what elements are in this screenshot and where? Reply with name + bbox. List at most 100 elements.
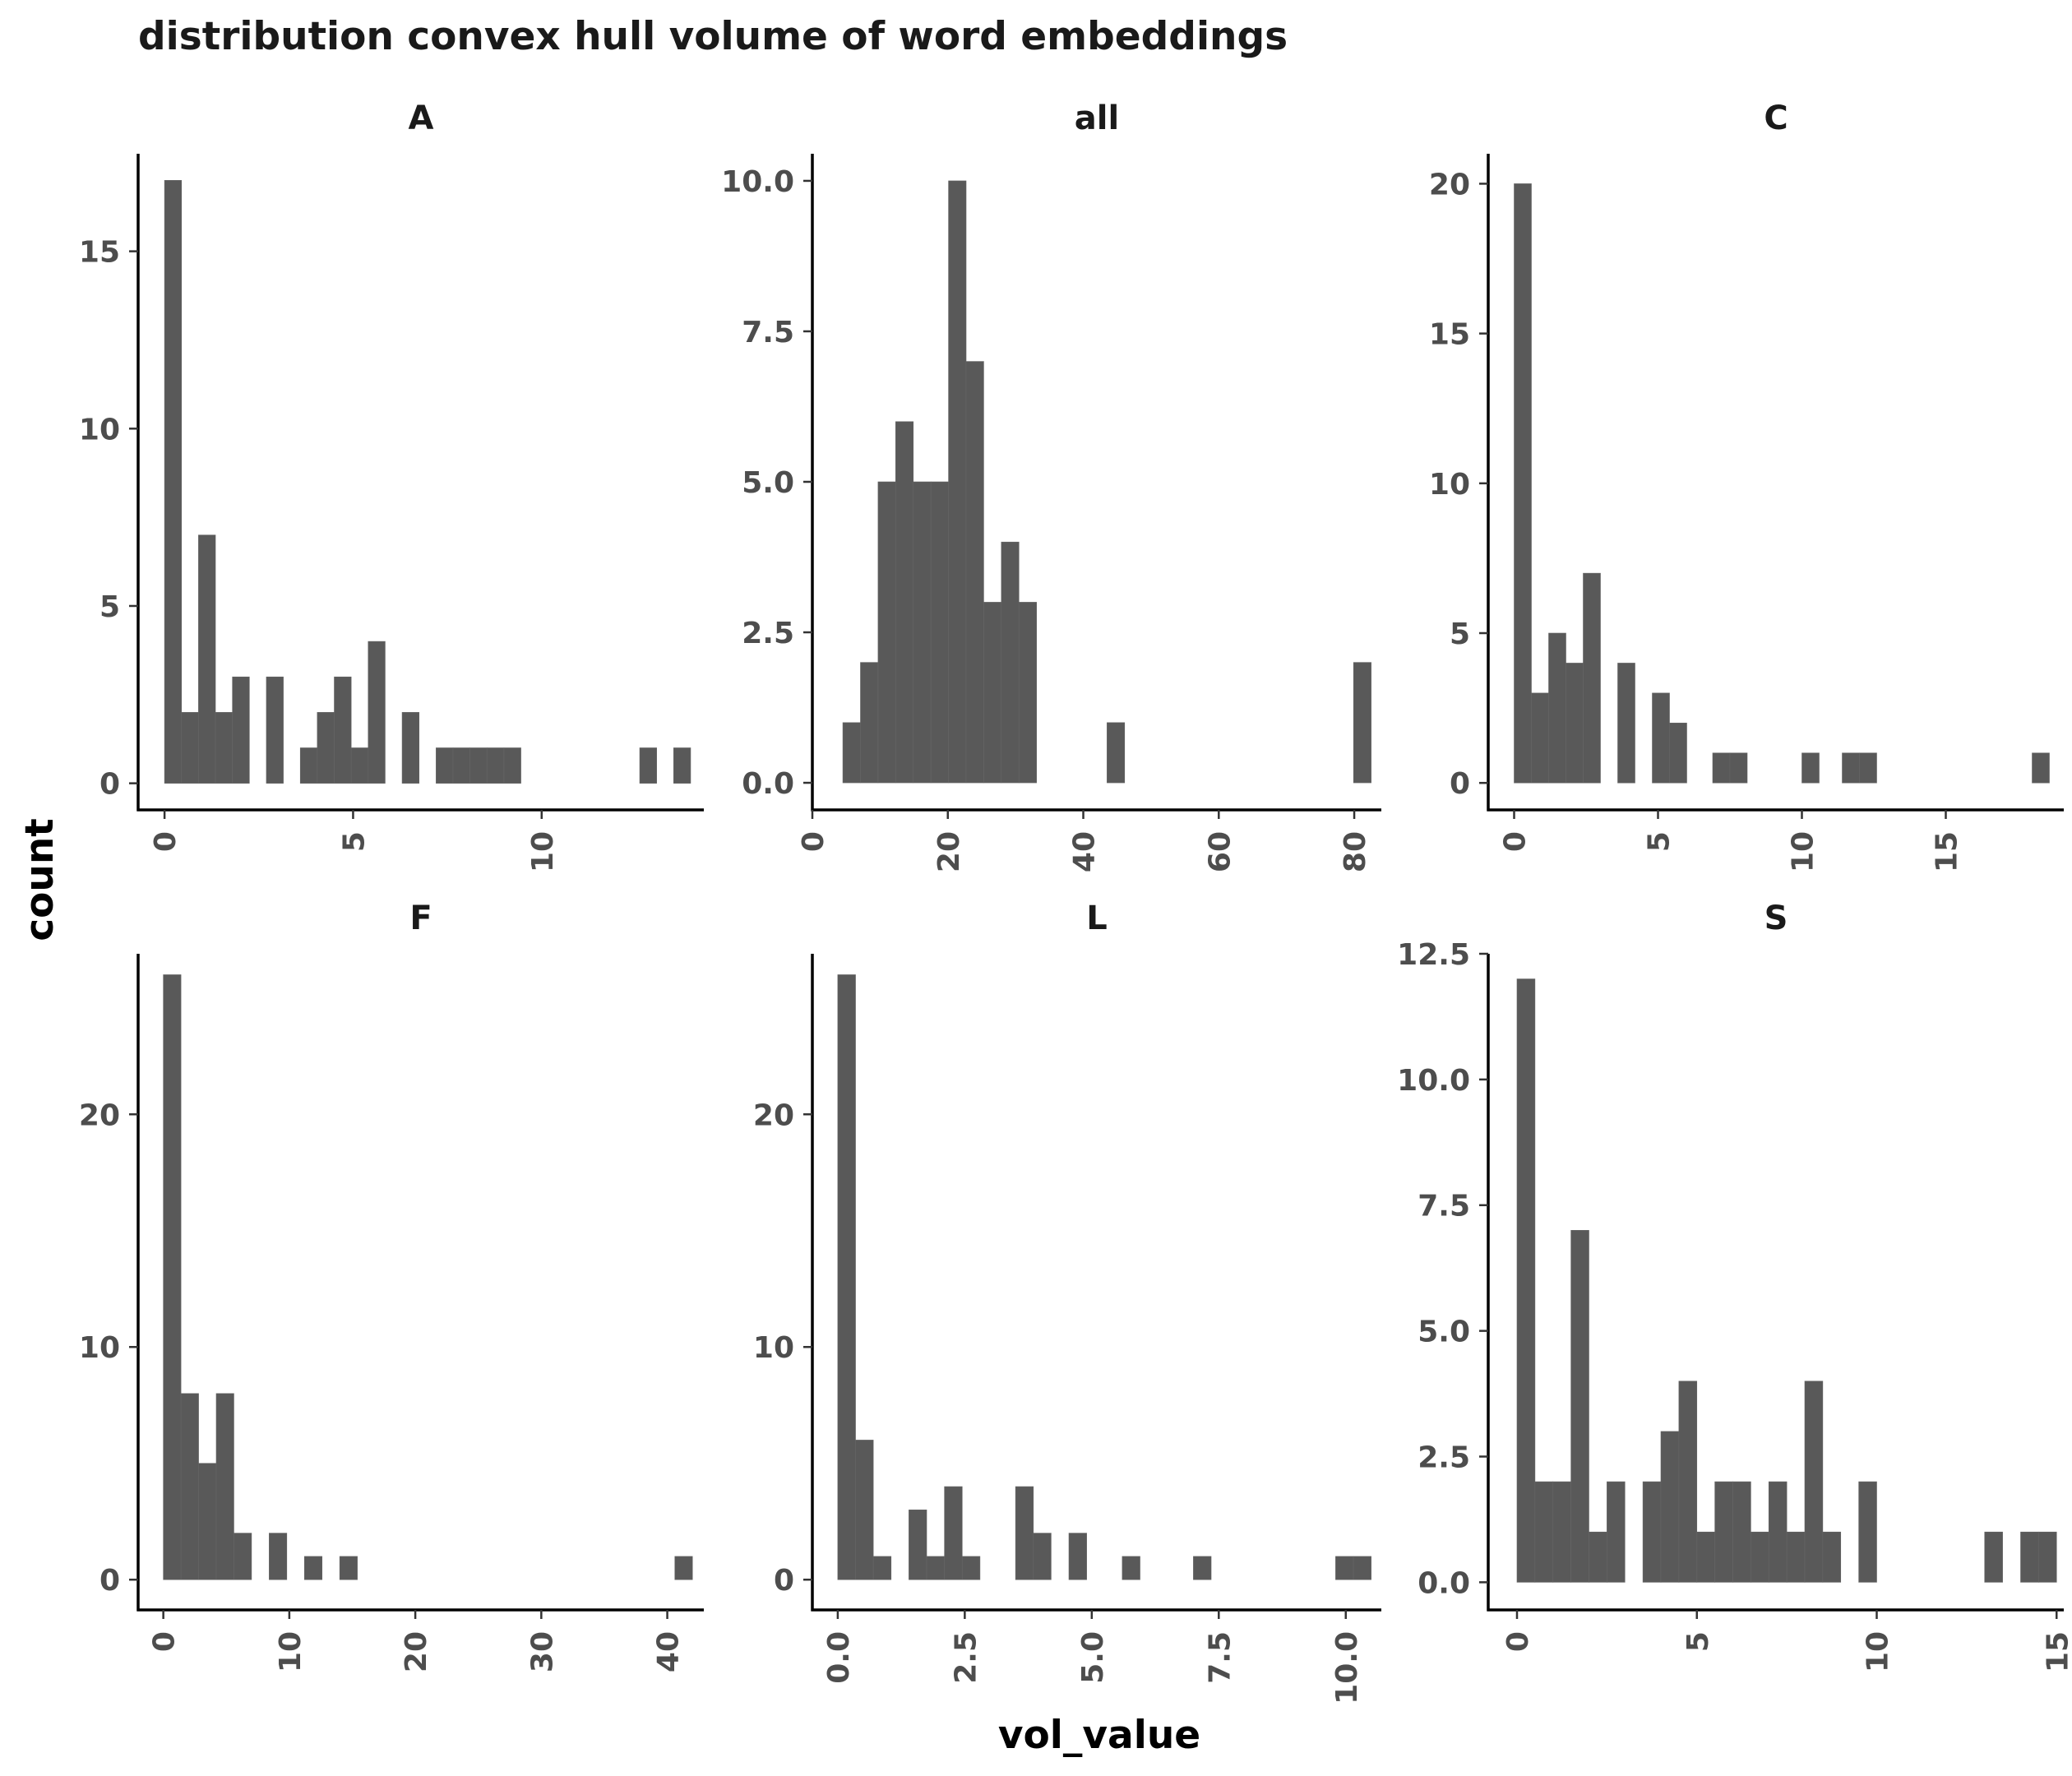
histogram-bar [1566, 663, 1584, 784]
histogram-bar [2038, 1531, 2057, 1583]
histogram-bar [401, 712, 420, 784]
x-tick-label: 7.5 [1203, 1631, 1237, 1684]
histogram-bar [486, 747, 505, 784]
facet-panel: F 0 10 20 0 10 20 30 40 [79, 900, 704, 1672]
y-tick-label: 15 [79, 236, 120, 270]
histogram-bar [181, 712, 199, 784]
histogram-bar [180, 1393, 199, 1580]
y-tick-label: 10 [753, 1331, 794, 1365]
x-tick-label: 2.5 [949, 1631, 983, 1684]
histogram-bar [1534, 1481, 1554, 1583]
x-tick-label: 40 [1068, 831, 1102, 872]
histogram-bar [1652, 692, 1670, 784]
facet-panels: A 0 5 10 15 0 5 10 all 0.0 2.5 5.0 7.5 10.0 0 20 40 60 80 C… [79, 99, 2072, 1704]
x-tick-label: 0 [149, 831, 183, 852]
facet-panel: A 0 5 10 15 0 5 10 [79, 99, 704, 872]
histogram-bar [913, 481, 932, 784]
facet-title: all [1075, 99, 1119, 137]
histogram-bar [317, 712, 335, 784]
x-tick-label: 20 [400, 1631, 433, 1672]
x-tick-label: 80 [1339, 831, 1372, 872]
x-axis-label: vol_value [998, 1713, 1200, 1758]
x-tick-label: 5.0 [1076, 1631, 1110, 1684]
histogram-bar [673, 747, 691, 784]
x-tick-label: 0 [1501, 1631, 1535, 1652]
histogram-bar [1335, 1556, 1354, 1580]
histogram-bar [1583, 572, 1601, 784]
histogram-bar [1193, 1556, 1212, 1580]
y-tick-label: 0.0 [1418, 1566, 1470, 1600]
y-tick-label: 2.5 [742, 617, 794, 650]
histogram-bar [1353, 1556, 1371, 1580]
histogram-bar [215, 1393, 234, 1580]
facet-title: F [409, 900, 432, 937]
y-tick-label: 2.5 [1418, 1441, 1470, 1474]
histogram-bar [1531, 692, 1549, 784]
histogram-bar [303, 1556, 323, 1580]
histogram-bar [1859, 752, 1877, 784]
histogram-bar [1660, 1431, 1680, 1583]
y-tick-label: 20 [79, 1098, 120, 1132]
histogram-bar [1678, 1381, 1698, 1583]
histogram-bar [926, 1556, 945, 1580]
histogram-bar [1122, 1556, 1140, 1580]
histogram-bar [1107, 722, 1126, 784]
histogram-bar [860, 662, 879, 784]
histogram-bar [877, 481, 896, 784]
x-tick-label: 5 [1681, 1631, 1715, 1652]
histogram-bar [1552, 1481, 1571, 1583]
histogram-bar [1570, 1230, 1589, 1583]
histogram-bar [299, 747, 318, 784]
histogram-bar [164, 180, 183, 784]
y-tick-label: 5.0 [742, 466, 794, 500]
y-tick-label: 5 [99, 590, 120, 624]
y-tick-label: 12.5 [1397, 938, 1470, 972]
histogram-bar [837, 974, 856, 1580]
y-tick-label: 20 [1429, 168, 1470, 201]
histogram-bar [1732, 1481, 1751, 1583]
histogram-bar [1353, 662, 1371, 784]
histogram-bar [1068, 1533, 1087, 1580]
x-tick-label: 15 [1931, 831, 1964, 872]
x-tick-label: 0 [1499, 831, 1533, 852]
histogram-bar [961, 1556, 981, 1580]
x-tick-label: 10 [274, 1631, 308, 1672]
y-tick-label: 7.5 [742, 316, 794, 349]
histogram-bar [368, 641, 386, 784]
histogram-bar [1642, 1481, 1662, 1583]
histogram-bar [1018, 602, 1037, 784]
y-tick-label: 5.0 [1418, 1316, 1470, 1349]
histogram-bar [944, 1486, 963, 1580]
histogram-bar [639, 747, 657, 784]
x-tick-label: 5 [337, 831, 371, 852]
histogram-bar [452, 747, 470, 784]
histogram-bar [1786, 1531, 1806, 1583]
facet-title: L [1086, 900, 1108, 937]
y-axis-label: count [17, 818, 62, 941]
y-tick-label: 5 [1450, 617, 1470, 651]
histogram-bar [1804, 1381, 1824, 1583]
facet-panel: S 0.0 2.5 5.0 7.5 10.0 12.5 0 5 10 15 [1397, 900, 2072, 1672]
y-tick-label: 10.0 [1397, 1064, 1470, 1098]
facet-panel: all 0.0 2.5 5.0 7.5 10.0 0 20 40 60 80 [721, 99, 1381, 872]
histogram-bar [965, 361, 984, 784]
histogram-bar [909, 1510, 927, 1580]
x-tick-label: 5 [1643, 831, 1677, 852]
histogram-bar [234, 1533, 252, 1580]
histogram-bar [1001, 541, 1020, 784]
histogram-bar [198, 534, 216, 784]
x-tick-label: 20 [932, 831, 966, 872]
histogram-bar [1801, 752, 1820, 784]
histogram-bar [436, 747, 454, 784]
y-tick-label: 10 [79, 413, 120, 446]
histogram-bar [872, 1556, 892, 1580]
facet-title: A [409, 99, 434, 137]
x-tick-label: 40 [652, 1631, 686, 1672]
histogram-bar [269, 1533, 288, 1580]
histogram-bar [503, 747, 521, 784]
histogram-bar [1607, 1481, 1626, 1583]
chart-title: distribution convex hull volume of word … [138, 14, 1288, 59]
histogram-bar [1858, 1481, 1877, 1583]
x-tick-label: 10.0 [1330, 1631, 1364, 1704]
histogram-bar [1589, 1531, 1607, 1583]
